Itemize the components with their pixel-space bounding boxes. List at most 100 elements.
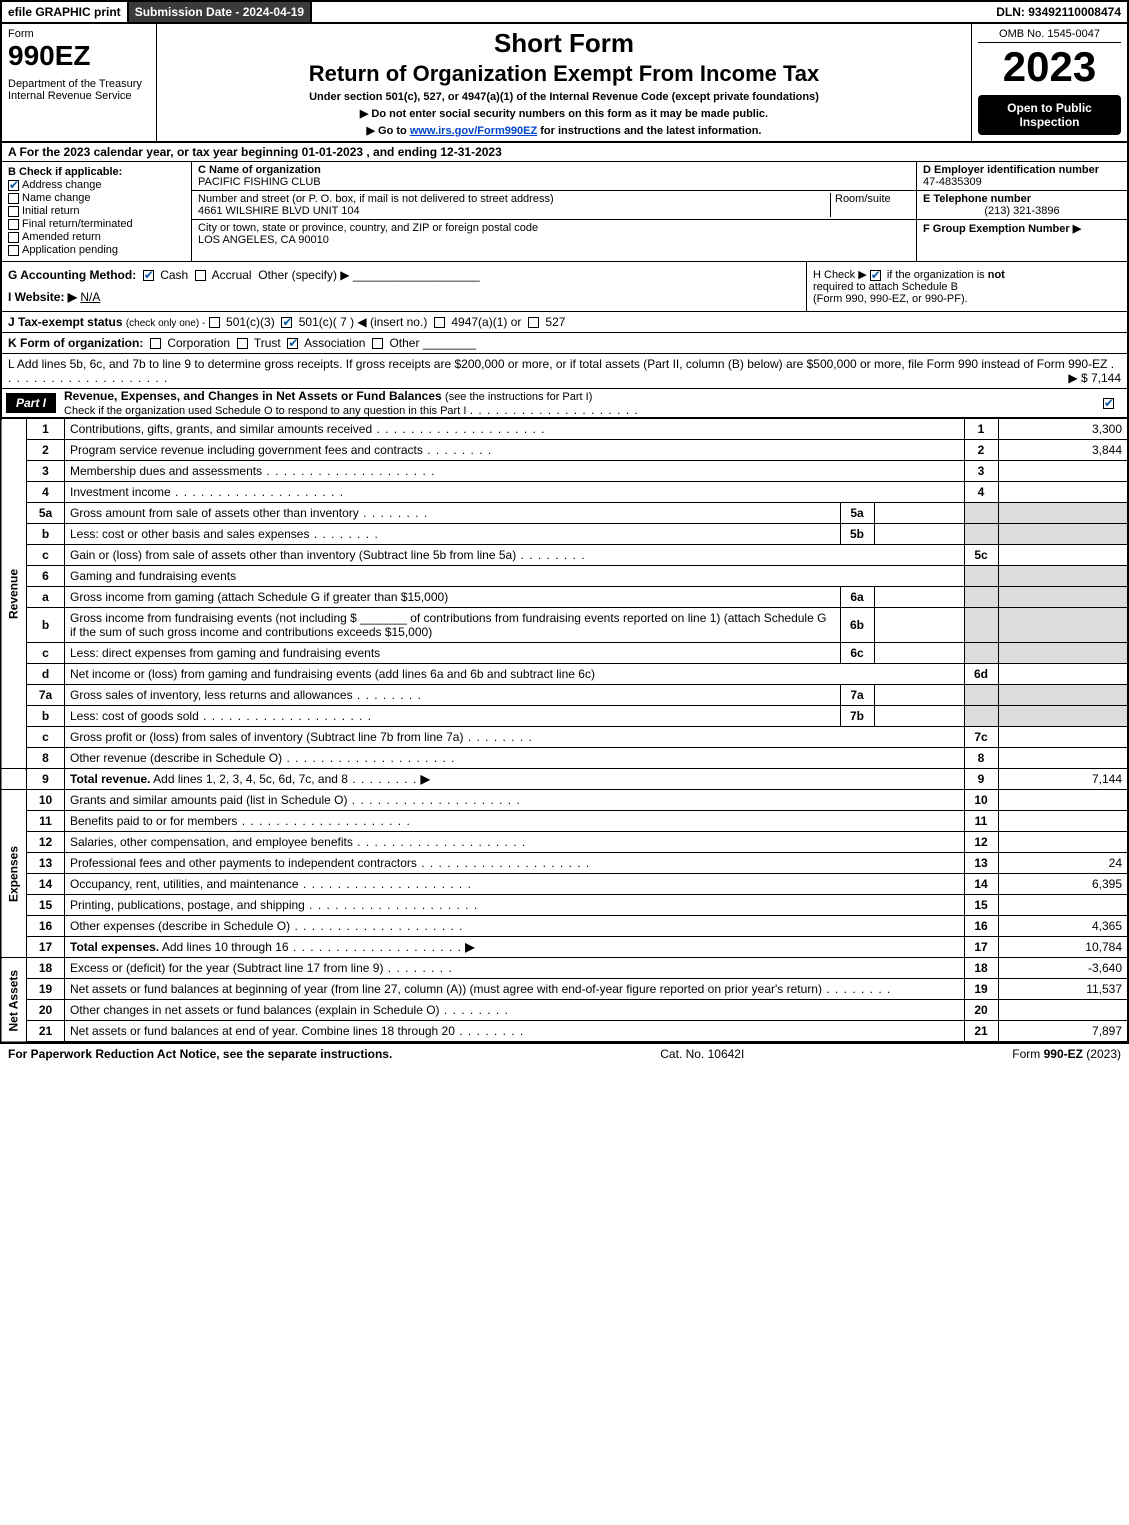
part1-header: Part I Revenue, Expenses, and Changes in… <box>0 389 1129 418</box>
table-row: 21 Net assets or fund balances at end of… <box>1 1021 1128 1043</box>
amount-line-16: 4,365 <box>998 916 1128 937</box>
chk-trust[interactable] <box>237 338 248 349</box>
chk-initial-return[interactable]: Initial return <box>8 205 185 217</box>
table-row: Net Assets 18 Excess or (deficit) for th… <box>1 958 1128 979</box>
f-label: F Group Exemption Number ▶ <box>923 222 1121 235</box>
footer-cat: Cat. No. 10642I <box>660 1047 744 1061</box>
org-street: 4661 WILSHIRE BLVD UNIT 104 <box>198 205 830 217</box>
chk-501c3[interactable] <box>209 317 220 328</box>
goto-note: ▶ Go to www.irs.gov/Form990EZ for instru… <box>163 124 965 137</box>
website-value: N/A <box>80 290 100 304</box>
part1-label: Part I <box>6 393 56 413</box>
form-header: Form 990EZ Department of the Treasury In… <box>0 24 1129 143</box>
chk-other[interactable] <box>372 338 383 349</box>
org-name: PACIFIC FISHING CLUB <box>198 176 910 188</box>
table-row: 14 Occupancy, rent, utilities, and maint… <box>1 874 1128 895</box>
gh-block: G Accounting Method: Cash Accrual Other … <box>0 262 1129 312</box>
amount-line-17: 10,784 <box>998 937 1128 958</box>
tax-year: 2023 <box>978 43 1121 91</box>
table-row: 6 Gaming and fundraising events <box>1 566 1128 587</box>
k-row: K Form of organization: Corporation Trus… <box>0 333 1129 354</box>
chk-address-change[interactable]: Address change <box>8 179 185 191</box>
table-row: 17 Total expenses. Add lines 10 through … <box>1 937 1128 958</box>
table-row: 7a Gross sales of inventory, less return… <box>1 685 1128 706</box>
table-row: c Less: direct expenses from gaming and … <box>1 643 1128 664</box>
dln: DLN: 93492110008474 <box>990 2 1127 22</box>
amount-line-9: 7,144 <box>998 769 1128 790</box>
chk-501c[interactable] <box>281 317 292 328</box>
part1-table: Revenue 1 Contributions, gifts, grants, … <box>0 418 1129 1043</box>
goto-pre: ▶ Go to <box>367 125 410 137</box>
table-row: 11 Benefits paid to or for members 11 <box>1 811 1128 832</box>
table-row: a Gross income from gaming (attach Sched… <box>1 587 1128 608</box>
g-section: G Accounting Method: Cash Accrual Other … <box>2 262 807 311</box>
header-mid: Short Form Return of Organization Exempt… <box>157 24 972 141</box>
chk-schedule-o[interactable] <box>1103 398 1114 409</box>
footer-right: Form 990-EZ (2023) <box>1012 1047 1121 1061</box>
form-name: 990EZ <box>8 40 150 72</box>
org-info-grid: B Check if applicable: Address change Na… <box>0 162 1129 262</box>
c-name-label: C Name of organization <box>198 164 910 176</box>
table-row: 20 Other changes in net assets or fund b… <box>1 1000 1128 1021</box>
table-row: c Gain or (loss) from sale of assets oth… <box>1 545 1128 566</box>
chk-4947[interactable] <box>434 317 445 328</box>
chk-application-pending[interactable]: Application pending <box>8 244 185 256</box>
expenses-band: Expenses <box>1 790 27 958</box>
table-row: c Gross profit or (loss) from sales of i… <box>1 727 1128 748</box>
table-row: 16 Other expenses (describe in Schedule … <box>1 916 1128 937</box>
amount-line-21: 7,897 <box>998 1021 1128 1043</box>
part1-check-note: Check if the organization used Schedule … <box>64 405 466 417</box>
goto-post: for instructions and the latest informat… <box>540 125 761 137</box>
chk-assoc[interactable] <box>287 338 298 349</box>
omb-number: OMB No. 1545-0047 <box>978 28 1121 43</box>
chk-amended-return[interactable]: Amended return <box>8 231 185 243</box>
header-left: Form 990EZ Department of the Treasury In… <box>2 24 157 141</box>
table-row: 8 Other revenue (describe in Schedule O)… <box>1 748 1128 769</box>
h-section: H Check ▶ if the organization is not req… <box>807 262 1127 311</box>
l-amount: ▶ $ 7,144 <box>1068 371 1121 385</box>
amount-line-13: 24 <box>998 853 1128 874</box>
amount-line-19: 11,537 <box>998 979 1128 1000</box>
table-row: Revenue 1 Contributions, gifts, grants, … <box>1 419 1128 440</box>
chk-527[interactable] <box>528 317 539 328</box>
e-label: E Telephone number <box>923 193 1121 205</box>
dept-line-2: Internal Revenue Service <box>8 90 150 102</box>
chk-final-return[interactable]: Final return/terminated <box>8 218 185 230</box>
table-row: b Less: cost of goods sold 7b <box>1 706 1128 727</box>
submission-date: Submission Date - 2024-04-19 <box>129 2 312 22</box>
line-a: A For the 2023 calendar year, or tax yea… <box>0 143 1129 162</box>
table-row: 4 Investment income 4 <box>1 482 1128 503</box>
part1-subtitle: (see the instructions for Part I) <box>445 391 592 403</box>
table-row: 12 Salaries, other compensation, and emp… <box>1 832 1128 853</box>
room-suite-label: Room/suite <box>830 193 910 217</box>
table-row: Expenses 10 Grants and similar amounts p… <box>1 790 1128 811</box>
j-row: J Tax-exempt status (check only one) - 5… <box>0 312 1129 333</box>
page-footer: For Paperwork Reduction Act Notice, see … <box>0 1043 1129 1064</box>
table-row: 15 Printing, publications, postage, and … <box>1 895 1128 916</box>
main-title: Return of Organization Exempt From Incom… <box>163 61 965 87</box>
l-row: L Add lines 5b, 6c, and 7b to line 9 to … <box>0 354 1129 389</box>
chk-cash[interactable] <box>143 270 154 281</box>
i-label: I Website: ▶ <box>8 290 77 304</box>
net-assets-band: Net Assets <box>1 958 27 1043</box>
table-row: 19 Net assets or fund balances at beginn… <box>1 979 1128 1000</box>
goto-link[interactable]: www.irs.gov/Form990EZ <box>410 125 537 137</box>
b-label: B Check if applicable: <box>8 166 185 178</box>
chk-schedule-b[interactable] <box>870 270 881 281</box>
amount-line-14: 6,395 <box>998 874 1128 895</box>
header-right: OMB No. 1545-0047 2023 Open to Public In… <box>972 24 1127 141</box>
chk-corp[interactable] <box>150 338 161 349</box>
amount-line-18: -3,640 <box>998 958 1128 979</box>
revenue-band: Revenue <box>1 419 27 769</box>
c-city-label: City or town, state or province, country… <box>198 222 910 234</box>
table-row: d Net income or (loss) from gaming and f… <box>1 664 1128 685</box>
table-row: 9 Total revenue. Add lines 1, 2, 3, 4, 5… <box>1 769 1128 790</box>
table-row: 3 Membership dues and assessments 3 <box>1 461 1128 482</box>
chk-accrual[interactable] <box>195 270 206 281</box>
chk-name-change[interactable]: Name change <box>8 192 185 204</box>
top-bar: efile GRAPHIC print Submission Date - 20… <box>0 0 1129 24</box>
open-to-public: Open to Public Inspection <box>978 95 1121 135</box>
amount-line-2: 3,844 <box>998 440 1128 461</box>
table-row: b Gross income from fundraising events (… <box>1 608 1128 643</box>
table-row: 5a Gross amount from sale of assets othe… <box>1 503 1128 524</box>
